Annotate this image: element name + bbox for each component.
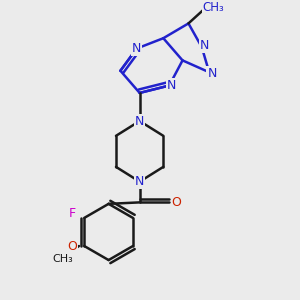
Text: O: O xyxy=(67,239,77,253)
Text: O: O xyxy=(172,196,182,209)
Text: N: N xyxy=(135,115,144,128)
Text: CH₃: CH₃ xyxy=(52,254,73,264)
Text: CH₃: CH₃ xyxy=(203,1,224,13)
Text: N: N xyxy=(132,42,141,55)
Text: N: N xyxy=(135,175,144,188)
Text: N: N xyxy=(167,79,176,92)
Text: F: F xyxy=(69,207,76,220)
Text: N: N xyxy=(207,67,217,80)
Text: N: N xyxy=(200,39,209,52)
